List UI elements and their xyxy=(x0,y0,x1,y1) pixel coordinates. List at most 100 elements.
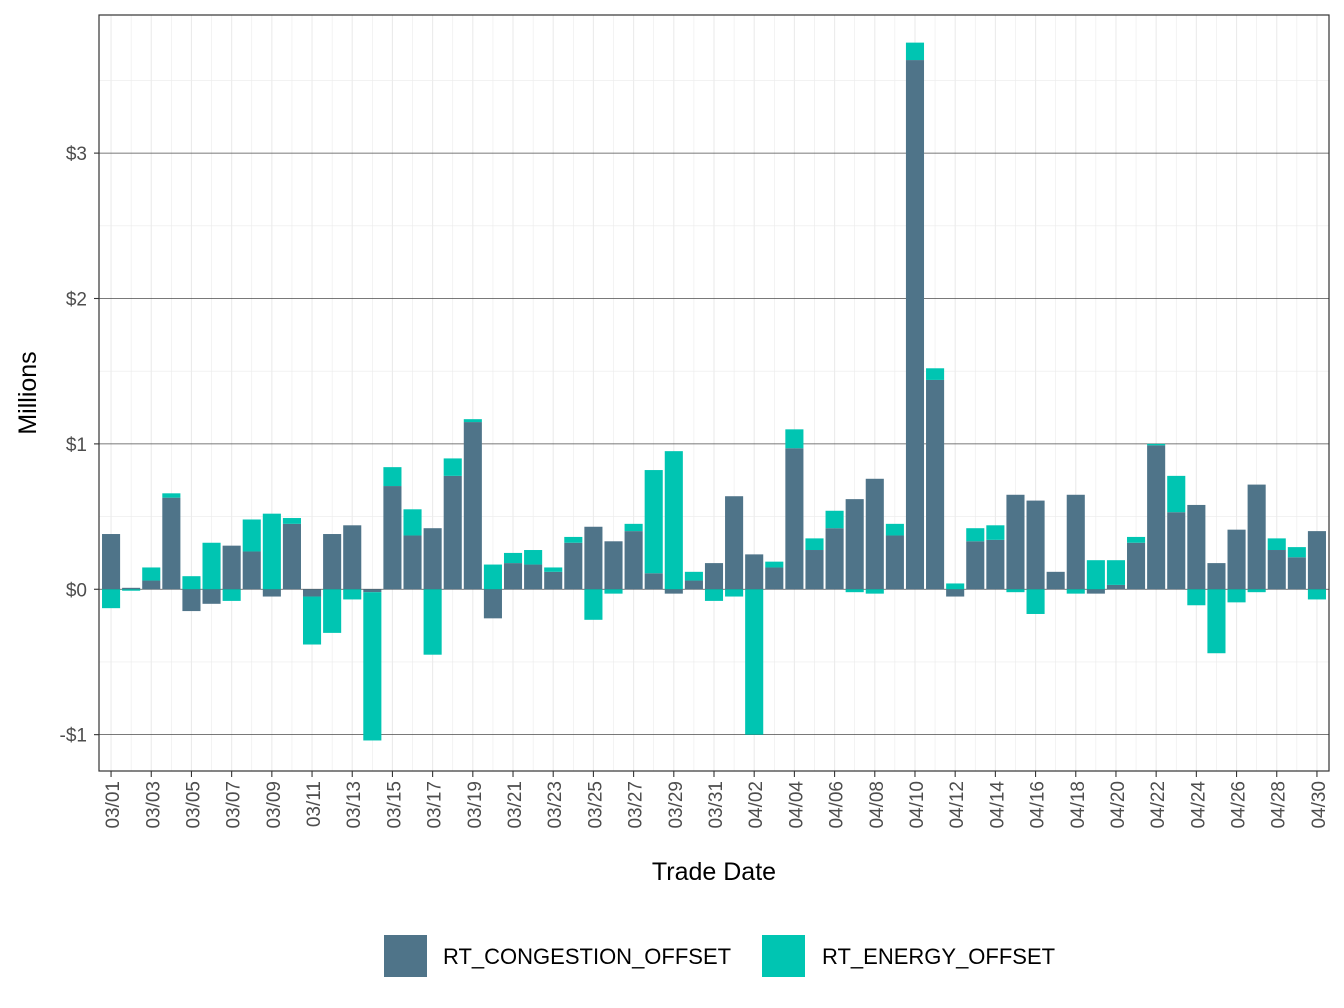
bar-congestion-03-19 xyxy=(463,422,482,590)
bar-energy-03-08 xyxy=(242,519,261,552)
bar-energy-03-25 xyxy=(584,589,603,620)
bar-energy-04-26 xyxy=(1227,589,1246,603)
bar-congestion-04-07 xyxy=(845,499,864,590)
bar-congestion-04-03 xyxy=(765,567,784,590)
bar-congestion-04-09 xyxy=(885,535,904,590)
x-tick-label: 03/15 xyxy=(384,781,405,829)
bar-energy-03-14 xyxy=(363,592,382,741)
x-tick-label: 03/05 xyxy=(183,781,204,829)
bar-energy-03-02 xyxy=(122,589,141,591)
legend-key-energy xyxy=(762,935,805,977)
bar-energy-04-01 xyxy=(725,589,744,597)
bar-energy-04-05 xyxy=(805,538,824,551)
bar-energy-03-27 xyxy=(624,523,643,532)
y-tick-label: $2 xyxy=(66,290,87,311)
bar-congestion-04-15 xyxy=(1006,494,1025,590)
bar-congestion-03-18 xyxy=(443,475,462,590)
bar-energy-04-28 xyxy=(1267,538,1286,551)
grid-layer xyxy=(99,15,1329,771)
x-axis: 03/01 03/03 03/05 03/07 03/09 03/11 03/13 03/15… xyxy=(103,771,1330,829)
bar-energy-03-21 xyxy=(503,552,523,564)
bar-congestion-03-09 xyxy=(262,589,281,597)
x-tick-label: 03/01 xyxy=(103,781,124,829)
bars-layer xyxy=(102,42,1326,741)
x-tick-label: 03/09 xyxy=(264,781,285,829)
bar-energy-03-07 xyxy=(222,589,241,601)
bar-congestion-03-29 xyxy=(664,589,683,594)
bar-energy-03-28 xyxy=(644,470,663,574)
bar-energy-03-01 xyxy=(102,589,121,609)
x-tick-label: 03/19 xyxy=(465,781,486,829)
bar-congestion-04-25 xyxy=(1207,563,1226,590)
y-axis-title: Millions xyxy=(14,351,42,434)
x-tick-label: 03/25 xyxy=(585,781,606,829)
x-tick-label: 04/30 xyxy=(1309,781,1330,829)
bar-energy-04-30 xyxy=(1307,589,1326,600)
bar-energy-04-14 xyxy=(986,525,1005,540)
bar-energy-04-16 xyxy=(1026,589,1045,614)
legend-label-energy: RT_ENERGY_OFFSET xyxy=(822,944,1055,969)
bar-congestion-04-02 xyxy=(745,554,764,590)
bar-congestion-03-25 xyxy=(584,526,603,590)
x-tick-label: 03/07 xyxy=(224,781,245,829)
bar-energy-03-17 xyxy=(423,589,442,655)
bar-congestion-04-23 xyxy=(1167,512,1186,590)
bar-energy-03-16 xyxy=(403,509,422,536)
bar-congestion-04-30 xyxy=(1307,531,1326,590)
bar-congestion-04-18 xyxy=(1066,494,1085,590)
bar-energy-03-30 xyxy=(684,571,703,581)
bar-congestion-04-26 xyxy=(1227,529,1246,590)
bar-congestion-03-01 xyxy=(102,534,121,590)
legend-key-congestion xyxy=(384,935,427,977)
x-axis-title: Trade Date xyxy=(652,858,776,886)
bar-congestion-03-20 xyxy=(483,589,502,619)
bar-congestion-04-08 xyxy=(865,478,884,590)
x-tick-label: 04/18 xyxy=(1068,781,1089,829)
bar-energy-04-24 xyxy=(1187,589,1206,606)
x-tick-label: 03/03 xyxy=(143,781,164,829)
legend: RT_CONGESTION_OFFSET RT_ENERGY_OFFSET xyxy=(384,935,1055,977)
x-tick-label: 04/10 xyxy=(907,781,928,829)
bar-congestion-03-04 xyxy=(162,497,181,590)
bar-congestion-03-15 xyxy=(383,486,402,590)
bar-congestion-03-02 xyxy=(122,587,141,590)
x-tick-label: 03/17 xyxy=(425,781,446,829)
bar-energy-03-11 xyxy=(302,596,322,645)
bar-energy-03-24 xyxy=(564,536,583,543)
bar-energy-04-07 xyxy=(845,589,864,593)
bar-congestion-03-08 xyxy=(242,551,261,590)
bar-congestion-04-24 xyxy=(1187,504,1206,590)
bar-congestion-03-12 xyxy=(323,534,342,590)
bar-energy-04-10 xyxy=(905,42,925,61)
legend-label-congestion: RT_CONGESTION_OFFSET xyxy=(443,944,731,969)
y-tick-label: $0 xyxy=(66,580,87,601)
bar-congestion-04-11 xyxy=(926,379,945,590)
bar-congestion-03-22 xyxy=(524,564,543,590)
x-tick-label: 04/26 xyxy=(1229,781,1250,829)
bar-congestion-03-21 xyxy=(503,563,523,590)
x-tick-label: 04/24 xyxy=(1188,781,1209,829)
bar-energy-03-10 xyxy=(282,518,301,524)
x-tick-label: 04/06 xyxy=(827,781,848,829)
bar-congestion-03-10 xyxy=(282,523,301,590)
bar-congestion-04-13 xyxy=(966,541,985,590)
y-tick-label: -$1 xyxy=(60,726,87,747)
x-tick-label: 03/11 xyxy=(304,781,325,827)
bar-congestion-03-07 xyxy=(222,545,241,590)
bar-congestion-03-14 xyxy=(363,589,382,593)
bar-congestion-04-10 xyxy=(905,60,925,590)
bar-energy-04-22 xyxy=(1147,443,1166,446)
bar-energy-04-27 xyxy=(1247,589,1266,593)
bar-congestion-03-17 xyxy=(423,528,442,590)
bar-energy-03-13 xyxy=(343,589,362,600)
x-tick-label: 04/20 xyxy=(1108,781,1129,829)
y-axis: -$1 $0 $1 $2 $3 xyxy=(60,144,99,747)
bar-energy-04-23 xyxy=(1167,475,1186,513)
bar-congestion-03-26 xyxy=(604,541,623,590)
bar-congestion-03-24 xyxy=(564,542,583,590)
x-tick-label: 03/23 xyxy=(545,781,566,829)
bar-congestion-04-19 xyxy=(1086,589,1105,594)
bar-energy-04-09 xyxy=(885,523,904,536)
bar-congestion-03-23 xyxy=(544,571,563,590)
